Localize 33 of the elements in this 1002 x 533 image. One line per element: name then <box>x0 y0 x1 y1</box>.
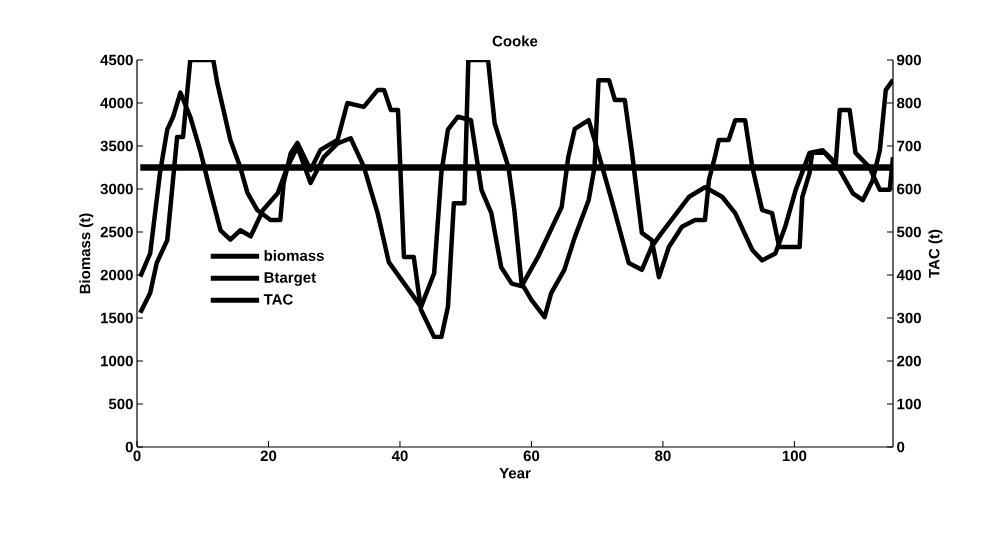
y2-tick-label: 500 <box>896 226 921 238</box>
y2-tick-label: 0 <box>897 441 905 453</box>
y2-axis-title: TAC (t) <box>928 229 943 278</box>
legend-label: biomass <box>264 249 324 261</box>
y2-tick-label: 300 <box>896 312 921 324</box>
x-tick-label: 80 <box>655 450 671 462</box>
y-tick-label: 0 <box>125 441 133 453</box>
y2-tick-label: 800 <box>897 97 921 109</box>
y-tick-label: 500 <box>108 398 133 410</box>
y-tick-label: 3500 <box>100 140 133 152</box>
y-axis-title: Biomass (t) <box>79 213 94 294</box>
y-tick-label: 4500 <box>100 54 133 66</box>
y-tick-label: 2000 <box>100 269 133 281</box>
y2-tick-label: 200 <box>897 355 921 367</box>
y2-tick-label: 600 <box>897 183 921 195</box>
x-tick-label: 0 <box>133 450 141 462</box>
y2-tick-label: 900 <box>897 54 921 66</box>
y-tick-label: 1000 <box>101 355 133 367</box>
x-tick-label: 20 <box>260 450 277 462</box>
chart-title: Cooke <box>492 35 538 47</box>
x-tick-label: 60 <box>523 450 540 462</box>
y2-tick-label: 100 <box>897 398 921 410</box>
y-tick-label: 4000 <box>100 97 133 109</box>
y-tick-label: 3000 <box>100 183 133 195</box>
x-axis-title: Year <box>499 468 531 479</box>
y2-tick-label: 400 <box>896 269 921 281</box>
x-tick-label: 100 <box>782 450 807 462</box>
x-tick-label: 40 <box>391 450 408 462</box>
legend-label: TAC <box>263 294 293 305</box>
y-tick-label: 2500 <box>100 226 133 238</box>
y2-tick-label: 700 <box>897 140 921 152</box>
y-tick-label: 1500 <box>101 312 133 324</box>
legend-label: Btarget <box>264 272 316 286</box>
